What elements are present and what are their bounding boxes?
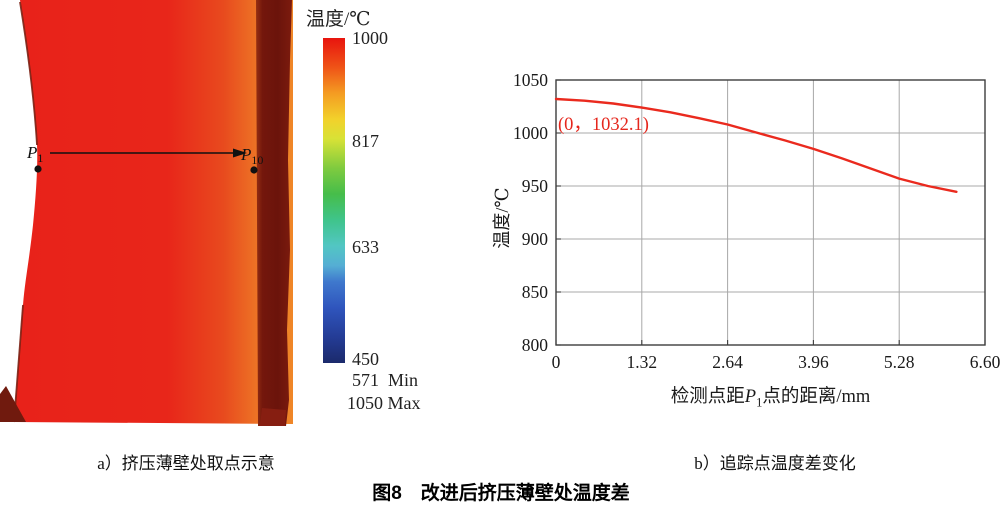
point-p1-marker bbox=[34, 165, 42, 173]
y-tick-label: 1050 bbox=[513, 70, 548, 90]
colorbar-tick-450: 450 bbox=[352, 349, 379, 369]
colorbar-tick-633: 633 bbox=[352, 237, 379, 257]
panel-a-thermal-view: P1 P10 bbox=[0, 0, 300, 430]
x-axis-title: 检测点距P1点的距离/mm bbox=[556, 382, 985, 411]
colorbar-gradient bbox=[323, 38, 345, 363]
temperature-colorbar: 温度/℃ 1000 817 633 450 571 Min 1050 Max bbox=[300, 0, 480, 430]
point-p10-marker bbox=[250, 166, 258, 174]
x-tick-label: 6.60 bbox=[970, 352, 1001, 372]
die-band-bottom-patch bbox=[260, 408, 286, 426]
x-tick-label: 3.96 bbox=[798, 352, 829, 372]
x-axis-title-subscript: 1 bbox=[756, 395, 763, 410]
point-p10-label: P10 bbox=[240, 145, 263, 167]
left-edge-shade-top bbox=[19, 1, 38, 146]
die-band bbox=[256, 0, 292, 426]
billet-body bbox=[14, 0, 293, 424]
y-tick-label: 1000 bbox=[513, 123, 548, 143]
measurement-arrow-head bbox=[233, 148, 247, 158]
colorbar-tick-1000: 1000 bbox=[352, 28, 388, 48]
x-axis-title-suffix: 点的距离/mm bbox=[762, 387, 871, 407]
caption-panel-b: b）追踪点温度差变化 bbox=[694, 454, 856, 473]
colorbar-min-label: 571 Min bbox=[352, 370, 419, 390]
y-tick-label: 800 bbox=[522, 335, 549, 355]
y-tick-label: 950 bbox=[522, 176, 549, 196]
x-tick-label: 5.28 bbox=[884, 352, 915, 372]
colorbar-max-label: 1050 Max bbox=[347, 393, 421, 413]
x-tick-label: 2.64 bbox=[712, 352, 743, 372]
x-axis-title-variable: P bbox=[744, 387, 757, 407]
x-tick-label: 0 bbox=[552, 352, 561, 372]
x-tick-label: 1.32 bbox=[626, 352, 657, 372]
plot-frame bbox=[555, 79, 986, 346]
y-tick-label: 850 bbox=[522, 282, 549, 302]
point-p1-label: P1 bbox=[26, 143, 43, 165]
line-chart-svg: 0 1.32 2.64 3.96 5.28 6.60 800 850 900 950 1000 105… bbox=[513, 70, 1001, 372]
colorbar-title: 温度/℃ bbox=[306, 9, 371, 30]
figure-caption: 图8 改进后挤压薄壁处温度差 bbox=[372, 483, 630, 504]
colorbar-tick-817: 817 bbox=[352, 131, 379, 151]
thermal-simulation-image: P1 P10 bbox=[0, 0, 293, 426]
y-tick-label: 900 bbox=[522, 229, 549, 249]
y-axis-title: 温度/℃ bbox=[492, 187, 512, 249]
caption-panel-a: a）挤压薄壁处取点示意 bbox=[97, 454, 275, 473]
x-axis-title-prefix: 检测点距 bbox=[670, 387, 745, 407]
curve-start-annotation: (0，1032.1) bbox=[558, 115, 649, 135]
panel-b-line-chart: 0 1.32 2.64 3.96 5.28 6.60 800 850 900 950 1000 105… bbox=[480, 40, 1002, 420]
temperature-curve bbox=[554, 97, 958, 194]
bottom-left-dark-wedge bbox=[0, 386, 26, 422]
